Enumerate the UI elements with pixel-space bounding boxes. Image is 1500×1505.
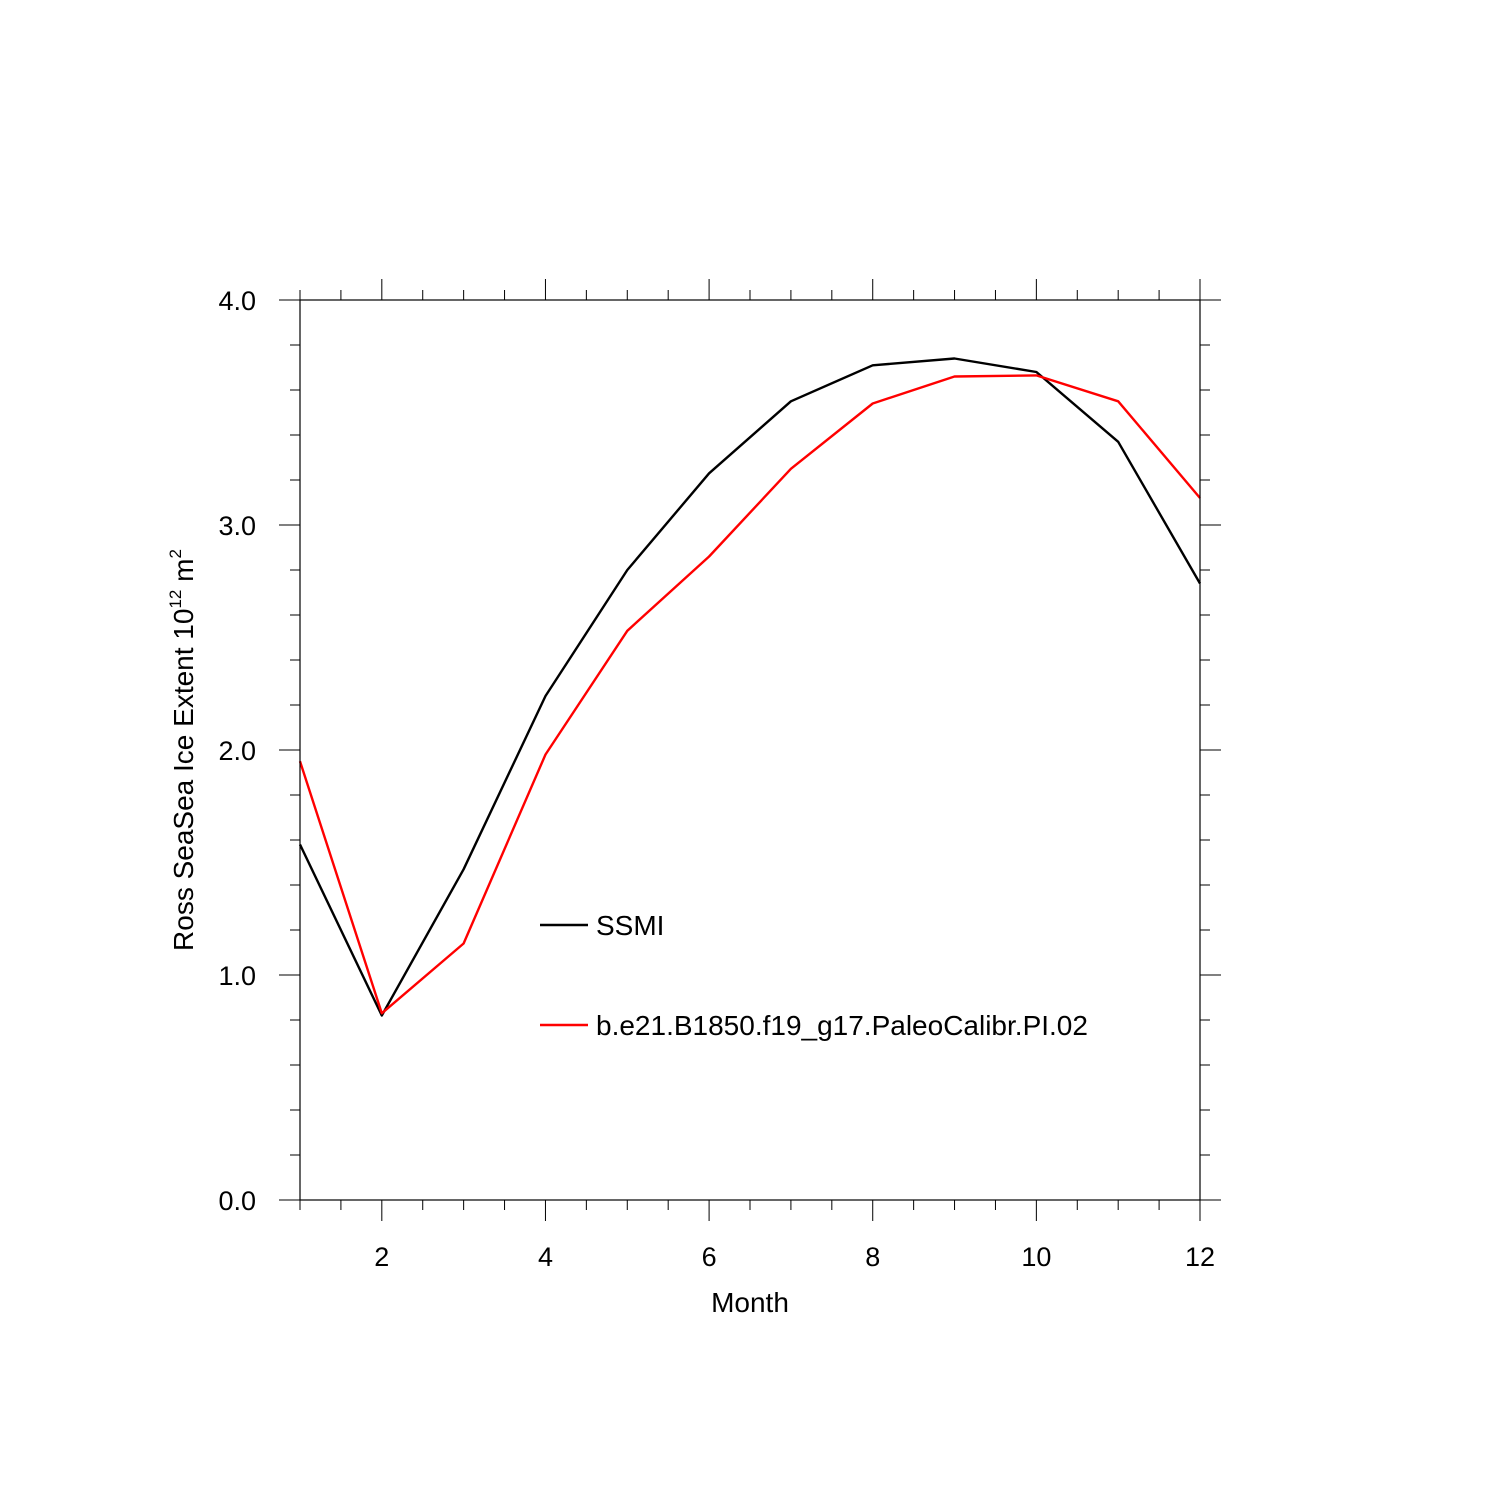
y-axis-label-main: Ross SeaSea Ice Extent 10 xyxy=(168,609,199,951)
y-axis-label-exponent-1: 12 xyxy=(166,590,185,609)
axis-ticks xyxy=(279,279,1221,1221)
y-tick-label: 2.0 xyxy=(218,736,256,766)
plot-frame xyxy=(299,299,1201,1201)
x-tick-label: 12 xyxy=(1185,1242,1215,1272)
series-line-1 xyxy=(298,357,1202,1017)
x-tick-label: 4 xyxy=(538,1242,553,1272)
y-tick-label: 3.0 xyxy=(218,511,256,541)
y-axis-label: Ross SeaSea Ice Extent 1012 m2 xyxy=(166,549,199,951)
series-line-2 xyxy=(298,374,1201,1015)
series-lines xyxy=(298,357,1202,1017)
tick-labels: 2 4 6 8 10 12 0.0 1.0 2.0 3.0 4.0 xyxy=(218,286,1215,1272)
y-tick-label: 1.0 xyxy=(218,961,256,991)
x-tick-label: 6 xyxy=(702,1242,717,1272)
x-tick-label: 2 xyxy=(374,1242,389,1272)
y-tick-label: 0.0 xyxy=(218,1186,256,1216)
y-tick-label: 4.0 xyxy=(218,286,256,316)
legend-label-1: SSMI xyxy=(596,910,664,941)
legend: SSMI b.e21.B1850.f19_g17.PaleoCalibr.PI.0… xyxy=(540,910,1088,1041)
x-tick-label: 10 xyxy=(1021,1242,1051,1272)
y-axis-label-unit: m xyxy=(168,559,199,590)
x-axis-label: Month xyxy=(711,1287,789,1318)
x-tick-label: 8 xyxy=(865,1242,880,1272)
y-axis-label-exponent-2: 2 xyxy=(166,549,185,558)
legend-label-2: b.e21.B1850.f19_g17.PaleoCalibr.PI.02 xyxy=(596,1010,1088,1041)
